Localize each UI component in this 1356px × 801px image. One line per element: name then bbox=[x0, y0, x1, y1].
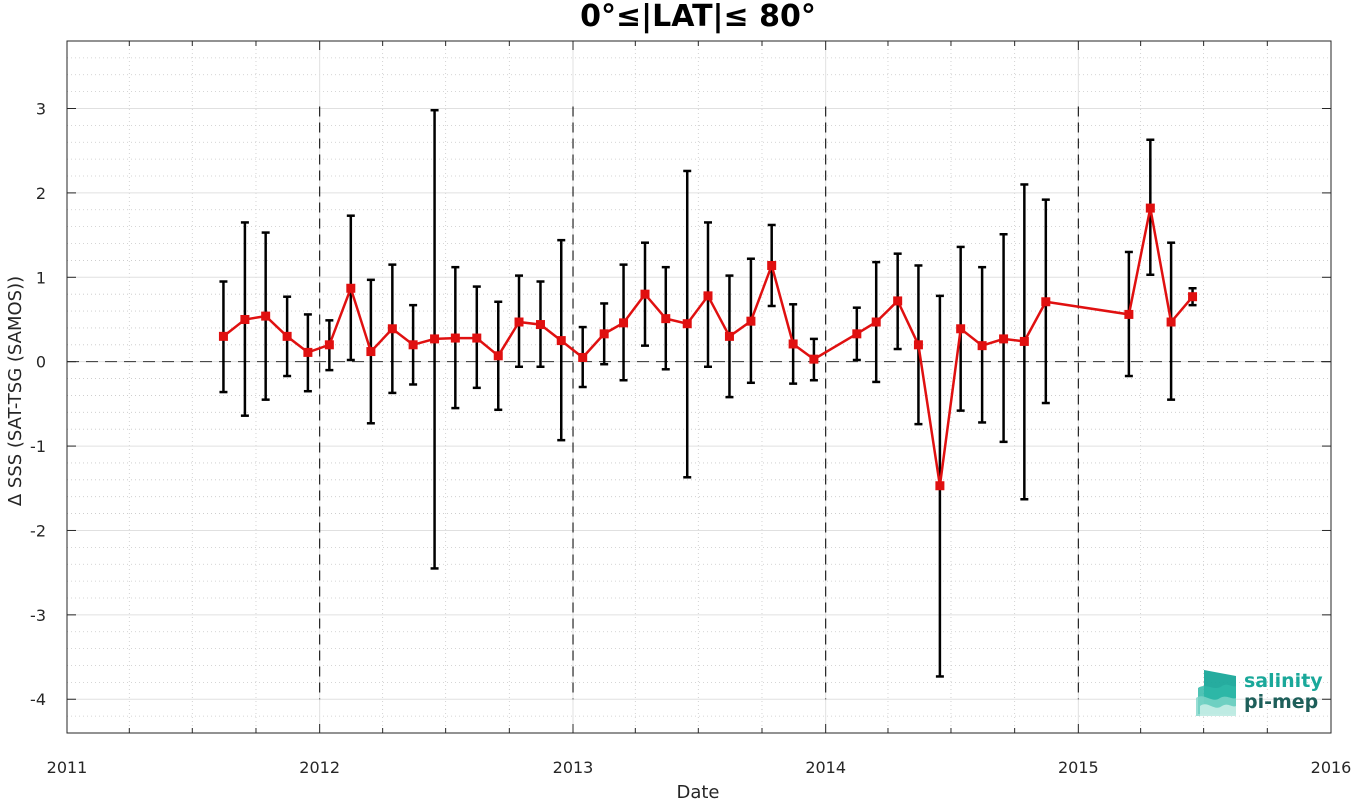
wave-logo-icon bbox=[1196, 670, 1236, 716]
data-point bbox=[450, 333, 460, 343]
data-point bbox=[387, 324, 397, 334]
data-point bbox=[619, 318, 629, 328]
data-point bbox=[788, 339, 798, 349]
data-point bbox=[514, 317, 524, 327]
data-point bbox=[556, 336, 566, 346]
axis-ticks bbox=[66, 41, 1332, 733]
data-point bbox=[956, 324, 966, 334]
data-points bbox=[218, 203, 1198, 491]
data-point bbox=[346, 283, 356, 293]
data-point bbox=[661, 314, 671, 324]
data-point bbox=[430, 334, 440, 344]
y-tick-label: 1 bbox=[36, 268, 46, 287]
data-point bbox=[578, 352, 588, 362]
data-point bbox=[703, 291, 713, 301]
error-bars bbox=[219, 108, 1197, 678]
y-tick-label: 2 bbox=[36, 184, 46, 203]
data-point bbox=[261, 311, 271, 321]
data-point bbox=[472, 333, 482, 343]
major-grid bbox=[66, 41, 1332, 733]
data-point bbox=[1166, 317, 1176, 327]
x-tick-labels: 2011 2012 2013 2014 2015 2016 bbox=[47, 758, 1352, 777]
y-tick-labels: -4 -3 -2 -1 0 1 2 3 bbox=[30, 100, 46, 710]
data-point bbox=[218, 331, 228, 341]
data-point bbox=[1188, 292, 1198, 302]
data-point bbox=[535, 320, 545, 330]
data-point bbox=[977, 341, 987, 351]
data-point bbox=[1019, 336, 1029, 346]
data-point bbox=[682, 319, 692, 329]
data-point bbox=[852, 329, 862, 339]
x-tick-label: 2014 bbox=[805, 758, 846, 777]
data-point bbox=[1145, 203, 1155, 213]
x-tick-label: 2016 bbox=[1311, 758, 1352, 777]
x-tick-label: 2012 bbox=[299, 758, 340, 777]
y-tick-label: -2 bbox=[30, 521, 46, 540]
data-point bbox=[999, 334, 1009, 344]
x-tick-label: 2011 bbox=[47, 758, 88, 777]
data-point bbox=[893, 296, 903, 306]
data-point bbox=[366, 347, 376, 357]
y-axis-label: Δ SSS (SAT-TSG (SAMOS)) bbox=[5, 276, 26, 506]
y-tick-label: -3 bbox=[30, 606, 46, 625]
logo-text-salinity: salinity bbox=[1244, 670, 1323, 692]
x-axis-label: Date bbox=[676, 782, 719, 801]
data-point bbox=[871, 317, 881, 327]
y-tick-label: -1 bbox=[30, 437, 46, 456]
data-point bbox=[1041, 297, 1051, 307]
data-point bbox=[240, 314, 250, 324]
data-point bbox=[493, 351, 503, 361]
salinity-pi-mep-logo: salinity pi-mep bbox=[1196, 670, 1323, 716]
data-point bbox=[809, 354, 819, 364]
data-point bbox=[746, 316, 756, 326]
data-point bbox=[324, 340, 334, 350]
y-tick-label: 3 bbox=[36, 100, 46, 119]
data-point bbox=[1124, 309, 1134, 319]
data-point bbox=[913, 340, 923, 350]
logo-text-pi-mep: pi-mep bbox=[1244, 691, 1318, 713]
data-point bbox=[303, 347, 313, 357]
y-tick-label: 0 bbox=[36, 353, 46, 372]
plot-frame bbox=[66, 40, 1332, 734]
data-point bbox=[282, 331, 292, 341]
chart-title: 0°≤|LAT|≤ 80° bbox=[580, 0, 816, 34]
data-point bbox=[408, 340, 418, 350]
data-point bbox=[640, 289, 650, 299]
year-dividers bbox=[319, 106, 1079, 700]
data-point bbox=[935, 481, 945, 491]
data-point bbox=[767, 260, 777, 270]
x-tick-label: 2013 bbox=[553, 758, 594, 777]
data-point bbox=[724, 331, 734, 341]
data-point bbox=[599, 329, 609, 339]
x-tick-label: 2015 bbox=[1058, 758, 1099, 777]
y-tick-label: -4 bbox=[30, 690, 46, 709]
minor-grid bbox=[67, 40, 1331, 734]
